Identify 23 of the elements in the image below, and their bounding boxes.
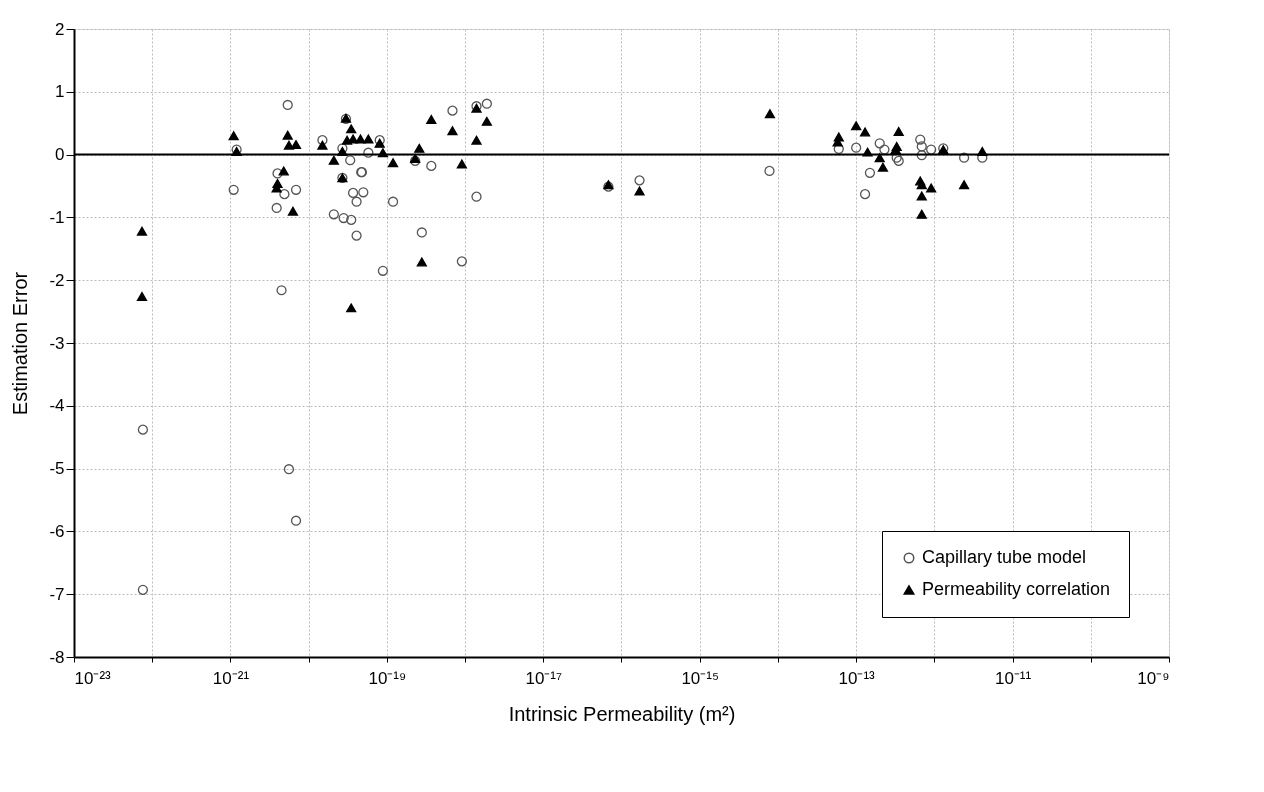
y-tick-label: -3 [49,333,65,353]
y-tick-label: 2 [55,19,65,39]
y-tick-label: -5 [49,459,65,479]
y-tick-label: -4 [49,396,65,416]
legend-label: Permeability correlation [922,579,1111,599]
x-tick-label: 10⁻²³ [74,668,112,688]
legend-label: Capillary tube model [922,547,1087,567]
y-tick-label: -7 [49,584,65,604]
x-tick-label: 10⁻¹¹ [994,668,1032,688]
y-tick-label: -1 [49,207,65,227]
y-tick-label: 1 [55,82,65,102]
y-tick-label: -6 [49,521,65,541]
y-tick-label: 0 [55,145,65,165]
x-tick-label: 10⁻¹⁵ [681,668,720,688]
x-tick-label: 10⁻¹⁷ [525,668,563,688]
x-tick-label: 10⁻⁹ [1137,668,1170,688]
y-tick-label: -8 [49,647,65,667]
x-axis-title: Intrinsic Permeability (m²) [508,702,736,725]
x-tick-label: 10⁻¹³ [838,668,876,688]
y-axis-title: Estimation Error [9,271,32,416]
y-tick-label: -2 [49,270,65,290]
x-tick-label: 10⁻²¹ [212,668,250,688]
x-tick-label: 10⁻¹⁹ [368,668,407,688]
